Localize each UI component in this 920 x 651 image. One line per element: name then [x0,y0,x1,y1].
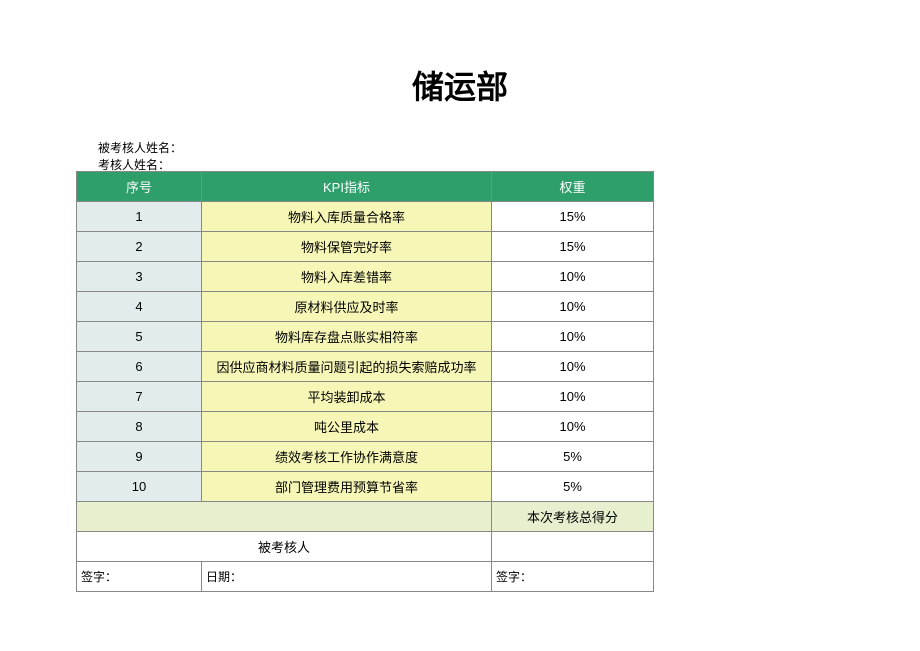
assessed-name-label: 被考核人姓名： [98,139,182,156]
total-label: 本次考核总得分 [492,502,654,532]
seq-cell: 2 [77,232,202,262]
seq-cell: 9 [77,442,202,472]
table-row: 7 平均装卸成本 10% [77,382,654,412]
sign-cell-2: 签字： [492,562,654,592]
header-kpi: KPI指标 [202,172,492,202]
table-row: 4 原材料供应及时率 10% [77,292,654,322]
weight-cell: 10% [492,352,654,382]
header-seq: 序号 [77,172,202,202]
seq-cell: 3 [77,262,202,292]
kpi-cell: 吨公里成本 [202,412,492,442]
kpi-table: 序号 KPI指标 权重 1 物料入库质量合格率 15% 2 物料保管完好率 15… [76,171,654,592]
weight-cell: 10% [492,262,654,292]
kpi-cell: 物料入库质量合格率 [202,202,492,232]
weight-cell: 15% [492,232,654,262]
weight-cell: 10% [492,322,654,352]
table-row: 1 物料入库质量合格率 15% [77,202,654,232]
weight-cell: 5% [492,472,654,502]
sign-label-2: 签字： [496,570,532,584]
weight-cell: 10% [492,412,654,442]
table-row: 10 部门管理费用预算节省率 5% [77,472,654,502]
page-title: 储运部 [0,62,920,108]
seq-cell: 8 [77,412,202,442]
total-blank [77,502,492,532]
sign-cell-1: 签字： [77,562,202,592]
kpi-cell: 物料入库差错率 [202,262,492,292]
weight-cell: 15% [492,202,654,232]
table-row: 2 物料保管完好率 15% [77,232,654,262]
person-blank [492,532,654,562]
table-row: 5 物料库存盘点账实相符率 10% [77,322,654,352]
kpi-cell: 因供应商材料质量问题引起的损失索赔成功率 [202,352,492,382]
table-row: 6 因供应商材料质量问题引起的损失索赔成功率 10% [77,352,654,382]
seq-cell: 10 [77,472,202,502]
person-row: 被考核人 [77,532,654,562]
kpi-cell: 物料库存盘点账实相符率 [202,322,492,352]
kpi-cell: 原材料供应及时率 [202,292,492,322]
kpi-cell: 部门管理费用预算节省率 [202,472,492,502]
table-row: 3 物料入库差错率 10% [77,262,654,292]
kpi-cell: 平均装卸成本 [202,382,492,412]
person-label: 被考核人 [77,532,492,562]
seq-cell: 6 [77,352,202,382]
weight-cell: 5% [492,442,654,472]
date-cell: 日期： [202,562,492,592]
weight-cell: 10% [492,292,654,322]
header-weight: 权重 [492,172,654,202]
table-row: 9 绩效考核工作协作满意度 5% [77,442,654,472]
total-row: 本次考核总得分 [77,502,654,532]
sign-label: 签字： [81,570,117,584]
seq-cell: 7 [77,382,202,412]
seq-cell: 5 [77,322,202,352]
sign-row: 签字： 日期： 签字： [77,562,654,592]
table-row: 8 吨公里成本 10% [77,412,654,442]
kpi-cell: 绩效考核工作协作满意度 [202,442,492,472]
weight-cell: 10% [492,382,654,412]
date-label: 日期： [206,570,242,584]
seq-cell: 1 [77,202,202,232]
kpi-cell: 物料保管完好率 [202,232,492,262]
header-row: 序号 KPI指标 权重 [77,172,654,202]
seq-cell: 4 [77,292,202,322]
